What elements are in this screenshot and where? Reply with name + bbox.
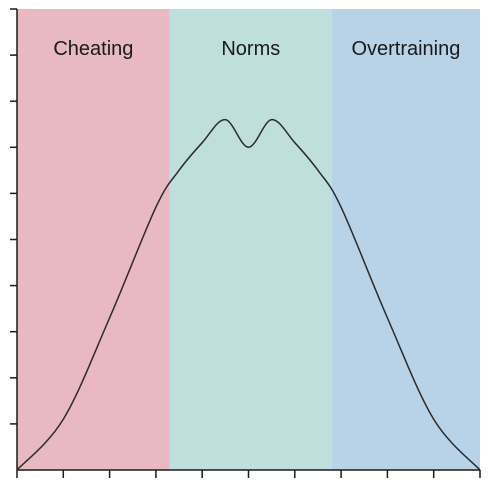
region-label-cheating: Cheating [53, 38, 133, 60]
region-labels: Cheating Norms Overtraining [53, 38, 460, 60]
series [16, 118, 481, 471]
region-norms-band [169, 9, 332, 470]
series-line-0 [16, 118, 481, 471]
region-overtraining-band [331, 9, 480, 470]
region-cheating-band [17, 9, 170, 470]
region-label-norms: Norms [221, 38, 280, 60]
regions [17, 9, 480, 470]
ticks [10, 8, 481, 478]
region-label-overtraining: Overtraining [351, 38, 460, 60]
